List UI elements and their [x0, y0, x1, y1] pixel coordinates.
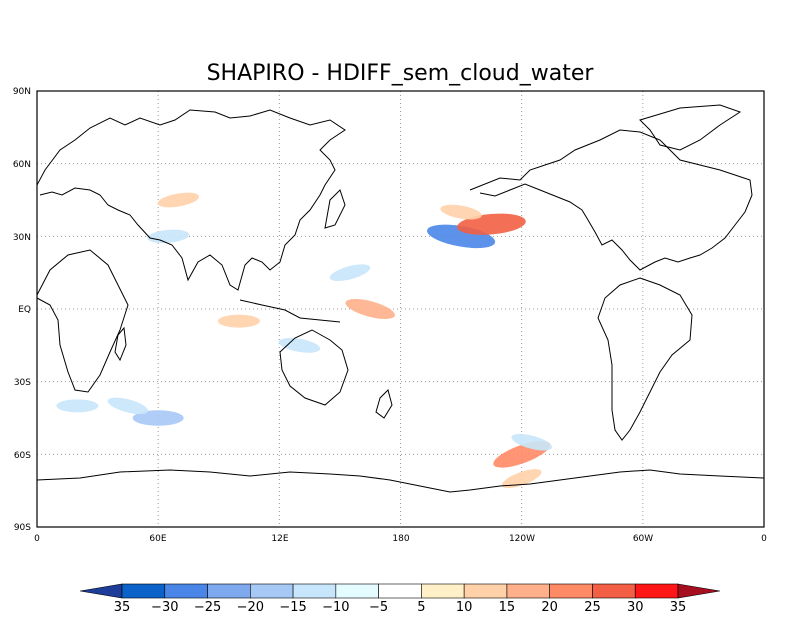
y-tick-label: 30S: [14, 378, 31, 388]
colorbar: 35 −30 −25 −20 −15 −10 −5 5 10 15 20 25 30 35: [79, 583, 721, 615]
colorbar-box: [207, 583, 251, 599]
x-tick-label: 0: [761, 534, 767, 544]
y-tick-label: 30N: [13, 233, 31, 243]
data-blob: [329, 264, 371, 281]
y-tick-label: 60N: [13, 160, 31, 170]
colorbar-label: −30: [151, 600, 178, 615]
colorbar-box: [335, 583, 379, 599]
colorbar-label: −10: [322, 600, 349, 615]
data-blob: [56, 399, 99, 413]
coast-japan: [324, 189, 346, 229]
data-blob: [147, 229, 190, 244]
colorbar-box: [634, 583, 679, 599]
x-ticks: 0 60E 12E 180 120W 60W 0: [34, 534, 767, 544]
coast-north-america: [469, 129, 753, 271]
colorbar-label: −25: [194, 600, 221, 615]
colorbar-label: −20: [237, 600, 264, 615]
y-ticks: 90N 60N 30N EQ 30S 60S 90S: [13, 87, 31, 533]
coast-greenland: [639, 104, 742, 151]
coast-antarctica: [37, 469, 764, 493]
colorbar-label: 35: [670, 600, 687, 615]
colorbar-box: [421, 583, 465, 599]
plot-frame: [36, 90, 765, 528]
colorbar-box: [463, 583, 508, 599]
coast-madagascar: [114, 326, 127, 362]
x-tick-label: 60W: [633, 534, 653, 544]
data-blob: [278, 337, 321, 353]
colorbar-extend-low: [79, 583, 123, 599]
chart-title: SHAPIRO - HDIFF_sem_cloud_water: [207, 61, 595, 86]
coast-indonesia: [239, 299, 341, 323]
colorbar-label: 5: [417, 600, 425, 615]
colorbar-box: [164, 583, 208, 599]
data-blob: [107, 397, 149, 415]
data-field: [56, 192, 553, 488]
colorbar-label: 10: [456, 600, 473, 615]
data-blob: [501, 469, 542, 488]
x-tick-label: 120W: [509, 534, 535, 544]
data-blob: [345, 299, 395, 319]
colorbar-box: [506, 583, 550, 599]
data-blob: [217, 314, 260, 328]
y-tick-label: 60S: [14, 451, 31, 461]
colorbar-label: −5: [369, 600, 388, 615]
y-tick-label: EQ: [18, 305, 31, 315]
x-tick-label: 12E: [271, 534, 288, 544]
colorbar-box: [292, 583, 337, 599]
colorbar-box: [549, 583, 593, 599]
y-tick-label: 90S: [14, 523, 31, 533]
x-tick-label: 180: [392, 534, 409, 544]
colorbar-box: [378, 583, 422, 599]
coast-south-america: [597, 277, 693, 441]
data-blob: [511, 433, 553, 451]
x-tick-label: 60E: [149, 534, 166, 544]
data-blob: [157, 192, 200, 208]
colorbar-label: 35: [114, 600, 131, 615]
coast-africa: [37, 249, 129, 393]
colorbar-label: 30: [627, 600, 644, 615]
data-blob: [440, 204, 482, 220]
colorbar-box: [121, 583, 166, 599]
colorbar-label: 15: [499, 600, 516, 615]
y-tick-label: 90N: [13, 87, 31, 97]
colorbar-box: [250, 583, 294, 599]
coastlines: [37, 104, 764, 493]
colorbar-label: 25: [584, 600, 601, 615]
coast-australia: [279, 329, 349, 406]
colorbar-box: [592, 583, 636, 599]
data-blob: [132, 410, 184, 426]
gridlines: [37, 91, 764, 527]
colorbar-extend-high: [677, 583, 721, 599]
colorbar-label: −15: [279, 600, 306, 615]
colorbar-label: 20: [541, 600, 558, 615]
x-tick-label: 0: [34, 534, 40, 544]
coast-eurasia: [37, 109, 346, 291]
coast-new-zealand: [375, 389, 393, 419]
